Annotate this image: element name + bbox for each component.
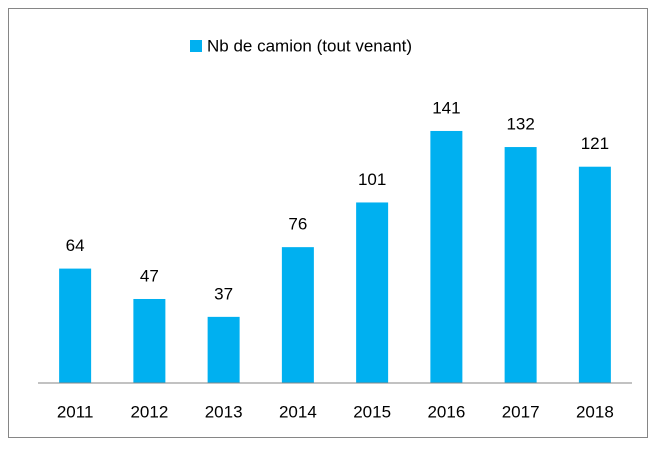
x-tick-label: 2015 <box>353 402 391 421</box>
x-tick-label: 2012 <box>130 402 168 421</box>
x-tick-label: 2017 <box>502 402 540 421</box>
bar <box>504 147 537 383</box>
data-label: 141 <box>432 98 460 117</box>
bar <box>356 202 389 383</box>
x-tick-label: 2011 <box>57 402 94 421</box>
data-label: 121 <box>581 134 609 153</box>
bar <box>133 298 166 383</box>
bar <box>578 166 611 383</box>
legend-label: Nb de camion (tout venant) <box>207 36 412 55</box>
data-label: 101 <box>358 170 386 189</box>
bar <box>281 247 314 383</box>
data-label: 37 <box>214 284 233 303</box>
chart-frame <box>8 8 648 438</box>
x-tick-label: 2018 <box>576 402 614 421</box>
bar <box>430 130 463 383</box>
bar <box>207 316 240 383</box>
bar <box>59 268 92 383</box>
legend-swatch <box>190 40 202 52</box>
x-tick-label: 2013 <box>205 402 243 421</box>
x-tick-label: 2014 <box>279 402 317 421</box>
x-tick-label: 2016 <box>427 402 465 421</box>
data-label: 76 <box>288 215 307 234</box>
data-label: 132 <box>506 115 534 134</box>
data-label: 47 <box>140 266 159 285</box>
data-label: 64 <box>66 236 85 255</box>
